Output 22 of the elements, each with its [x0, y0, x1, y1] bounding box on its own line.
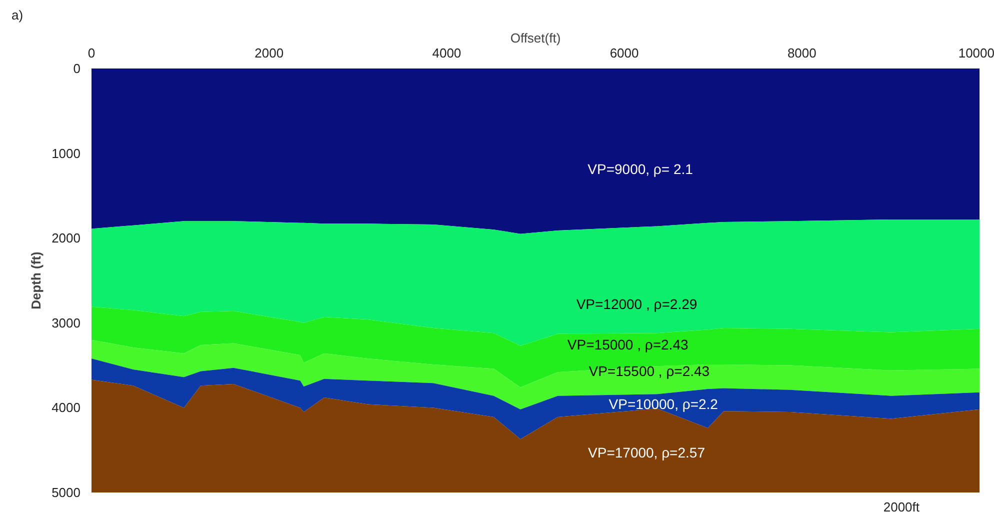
annotation: VP=9000, ρ= 2.1 — [588, 160, 694, 177]
text: a) — [12, 8, 24, 22]
x-tick-label: 0 — [88, 46, 96, 60]
y-tick-label: 2000 — [52, 230, 80, 246]
x-tick-label: 8000 — [787, 46, 816, 60]
annotation: VP=12000 , ρ=2.29 — [576, 296, 698, 312]
x-tick-label: 10000 — [958, 46, 994, 60]
x-tick-label: 6000 — [610, 46, 639, 60]
annotation: VP=10000, ρ=2.2 — [608, 396, 718, 412]
annotation: VP=17000, ρ=2.57 — [588, 444, 706, 461]
y-axis-title: Depth (ft) — [28, 252, 44, 310]
y-tick-label: 1000 — [52, 146, 80, 161]
x-tick-label: 2000 — [254, 46, 284, 60]
y-tick-label: 3000 — [52, 315, 80, 330]
y-tick-label: 4000 — [52, 400, 80, 416]
y-tick-label: 0 — [73, 61, 81, 76]
text: 2000ft — [883, 500, 920, 514]
x-axis-title: Offset(ft) — [510, 30, 561, 46]
y-tick-label: 5000 — [52, 485, 80, 500]
x-tick-label: 4000 — [432, 46, 462, 60]
annotation: VP=15500 , ρ=2.43 — [588, 363, 710, 380]
annotation: VP=15000 , ρ=2.43 — [567, 336, 688, 353]
